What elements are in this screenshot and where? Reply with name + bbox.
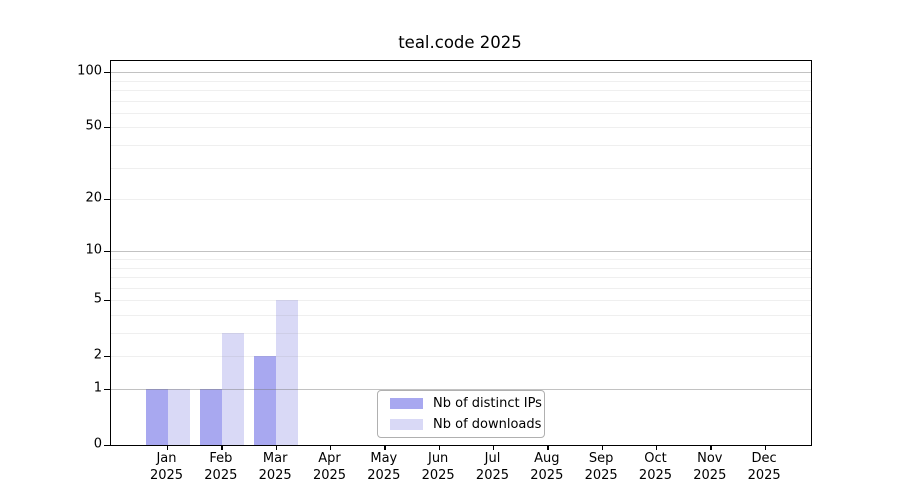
y-tick-label: 5 bbox=[93, 291, 102, 307]
x-tick-label: Jul 2025 bbox=[475, 451, 510, 483]
x-tick-mark bbox=[547, 445, 549, 450]
y-tick-label: 20 bbox=[85, 190, 102, 206]
y-tick-label: 2 bbox=[93, 347, 102, 363]
major-gridline bbox=[111, 389, 811, 390]
legend-swatch-ips bbox=[390, 398, 423, 410]
minor-gridline bbox=[111, 267, 811, 269]
x-tick-mark bbox=[438, 445, 440, 450]
x-tick-label: Aug 2025 bbox=[530, 451, 564, 483]
chart-title: teal.code 2025 bbox=[398, 33, 522, 52]
y-tick-mark bbox=[104, 299, 110, 302]
x-tick-mark bbox=[221, 445, 223, 450]
y-tick-label: 1 bbox=[93, 380, 102, 396]
x-tick-mark bbox=[492, 445, 495, 450]
minor-gridline bbox=[111, 199, 811, 201]
x-tick-label: Oct 2025 bbox=[638, 451, 673, 483]
grid-layer bbox=[111, 61, 811, 445]
plot-area: Nb of distinct IPs Nb of downloads bbox=[104, 60, 812, 450]
x-tick-mark bbox=[167, 445, 169, 450]
minor-gridline bbox=[111, 100, 811, 102]
bar-jan-ips bbox=[145, 389, 168, 445]
x-tick-label: Dec 2025 bbox=[747, 451, 781, 483]
legend-row: Nb of distinct IPs bbox=[378, 396, 544, 411]
minor-gridline bbox=[111, 333, 811, 334]
x-tick-label: May 2025 bbox=[367, 451, 401, 483]
bar-feb-downloads bbox=[221, 333, 244, 445]
y-tick-mark bbox=[104, 250, 110, 253]
x-tick-label: Sep 2025 bbox=[584, 451, 618, 483]
legend-label: Nb of downloads bbox=[433, 416, 542, 432]
legend-swatch-downloads bbox=[390, 418, 423, 430]
x-tick-mark bbox=[384, 445, 386, 450]
x-tick-mark bbox=[764, 445, 766, 450]
x-tick-label: Jan 2025 bbox=[149, 451, 184, 483]
x-tick-label: Mar 2025 bbox=[258, 451, 292, 483]
legend: Nb of distinct IPs Nb of downloads bbox=[377, 390, 545, 438]
y-tick-mark bbox=[104, 198, 110, 200]
minor-gridline bbox=[111, 356, 811, 358]
minor-gridline bbox=[111, 90, 811, 91]
y-tick-label: 10 bbox=[85, 242, 102, 258]
x-tick-mark bbox=[710, 445, 712, 450]
y-tick-mark bbox=[104, 444, 110, 446]
y-tick-label: 100 bbox=[77, 63, 102, 79]
x-tick-label: Jun 2025 bbox=[421, 451, 455, 483]
minor-gridline bbox=[111, 258, 811, 260]
y-tick-mark bbox=[104, 355, 110, 358]
legend-row: Nb of downloads bbox=[378, 417, 544, 432]
y-tick-mark bbox=[104, 388, 110, 390]
x-tick-label: Nov 2025 bbox=[693, 451, 727, 483]
major-gridline bbox=[111, 72, 811, 74]
ticks-layer bbox=[104, 61, 811, 450]
legend-label: Nb of distinct IPs bbox=[433, 396, 542, 412]
major-gridline bbox=[111, 251, 811, 253]
x-tick-mark bbox=[655, 445, 658, 450]
x-tick-mark bbox=[329, 445, 332, 450]
minor-gridline bbox=[111, 300, 811, 302]
x-tick-mark bbox=[275, 445, 277, 450]
x-tick-label: Feb 2025 bbox=[204, 451, 238, 483]
y-tick-mark bbox=[104, 71, 110, 73]
bar-jan-downloads bbox=[167, 389, 190, 445]
minor-gridline bbox=[111, 277, 811, 279]
minor-gridline bbox=[111, 167, 811, 169]
y-tick-label: 50 bbox=[85, 118, 102, 134]
minor-gridline bbox=[111, 80, 811, 82]
minor-gridline bbox=[111, 112, 811, 114]
bar-feb-ips bbox=[199, 389, 222, 445]
y-tick-label: 0 bbox=[93, 436, 102, 452]
minor-gridline bbox=[111, 145, 811, 146]
bars-layer bbox=[111, 61, 811, 445]
bar-mar-ips bbox=[254, 356, 277, 445]
bar-mar-downloads bbox=[276, 300, 299, 445]
y-tick-mark bbox=[104, 126, 110, 129]
minor-gridline bbox=[111, 287, 811, 289]
minor-gridline bbox=[111, 127, 811, 129]
minor-gridline bbox=[111, 314, 811, 316]
x-tick-label: Apr 2025 bbox=[312, 451, 347, 483]
x-tick-mark bbox=[601, 445, 603, 450]
